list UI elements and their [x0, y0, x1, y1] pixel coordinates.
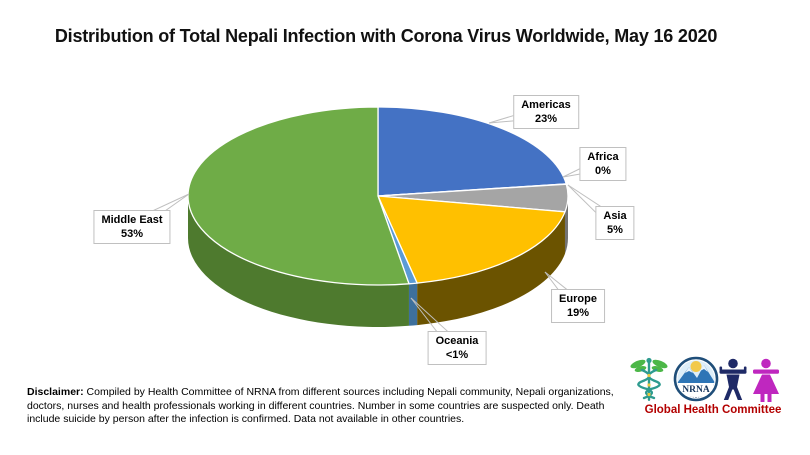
disclaimer-label: Disclaimer: [27, 386, 84, 398]
male-figure-icon [719, 358, 747, 400]
female-figure-icon [753, 358, 779, 402]
data-label-category: Middle East [101, 214, 163, 226]
data-label-category: Americas [521, 99, 571, 111]
logo-nrna-global-health-committee: NRNA Global Health Committ [623, 350, 798, 422]
data-label-middle-east: Middle East 53% [93, 210, 171, 244]
data-label-percent: 23% [534, 113, 558, 125]
data-label-percent: 5% [607, 224, 623, 236]
committee-name: Global Health Committee [645, 404, 782, 416]
caduceus-icon [630, 357, 668, 401]
data-label-category: Europe [559, 293, 597, 305]
data-label-europe: Europe 19% [551, 289, 605, 323]
logo-graphic: NRNA Global Health Committ [630, 356, 782, 416]
data-label-oceania: Oceania <1% [427, 331, 487, 365]
data-label-percent: <1% [445, 349, 469, 361]
data-label-africa: Africa 0% [579, 147, 627, 181]
data-label-category: Oceania [435, 335, 479, 347]
data-label-percent: 53% [120, 228, 144, 240]
disclaimer-text: Disclaimer: Compiled by Health Committee… [27, 386, 626, 427]
nrna-emblem-text: NRNA [682, 385, 710, 395]
data-label-category: Africa [587, 151, 619, 163]
disclaimer-body: Compiled by Health Committee of NRNA fro… [27, 386, 614, 425]
nrna-emblem: NRNA [673, 356, 719, 402]
data-label-percent: 0% [595, 165, 611, 177]
data-label-percent: 19% [566, 307, 590, 319]
data-label-category: Asia [603, 210, 627, 222]
data-label-americas: Americas 23% [513, 95, 579, 129]
data-label-asia: Asia 5% [595, 206, 635, 240]
chart-title: Distribution of Total Nepali Infection w… [54, 26, 718, 46]
